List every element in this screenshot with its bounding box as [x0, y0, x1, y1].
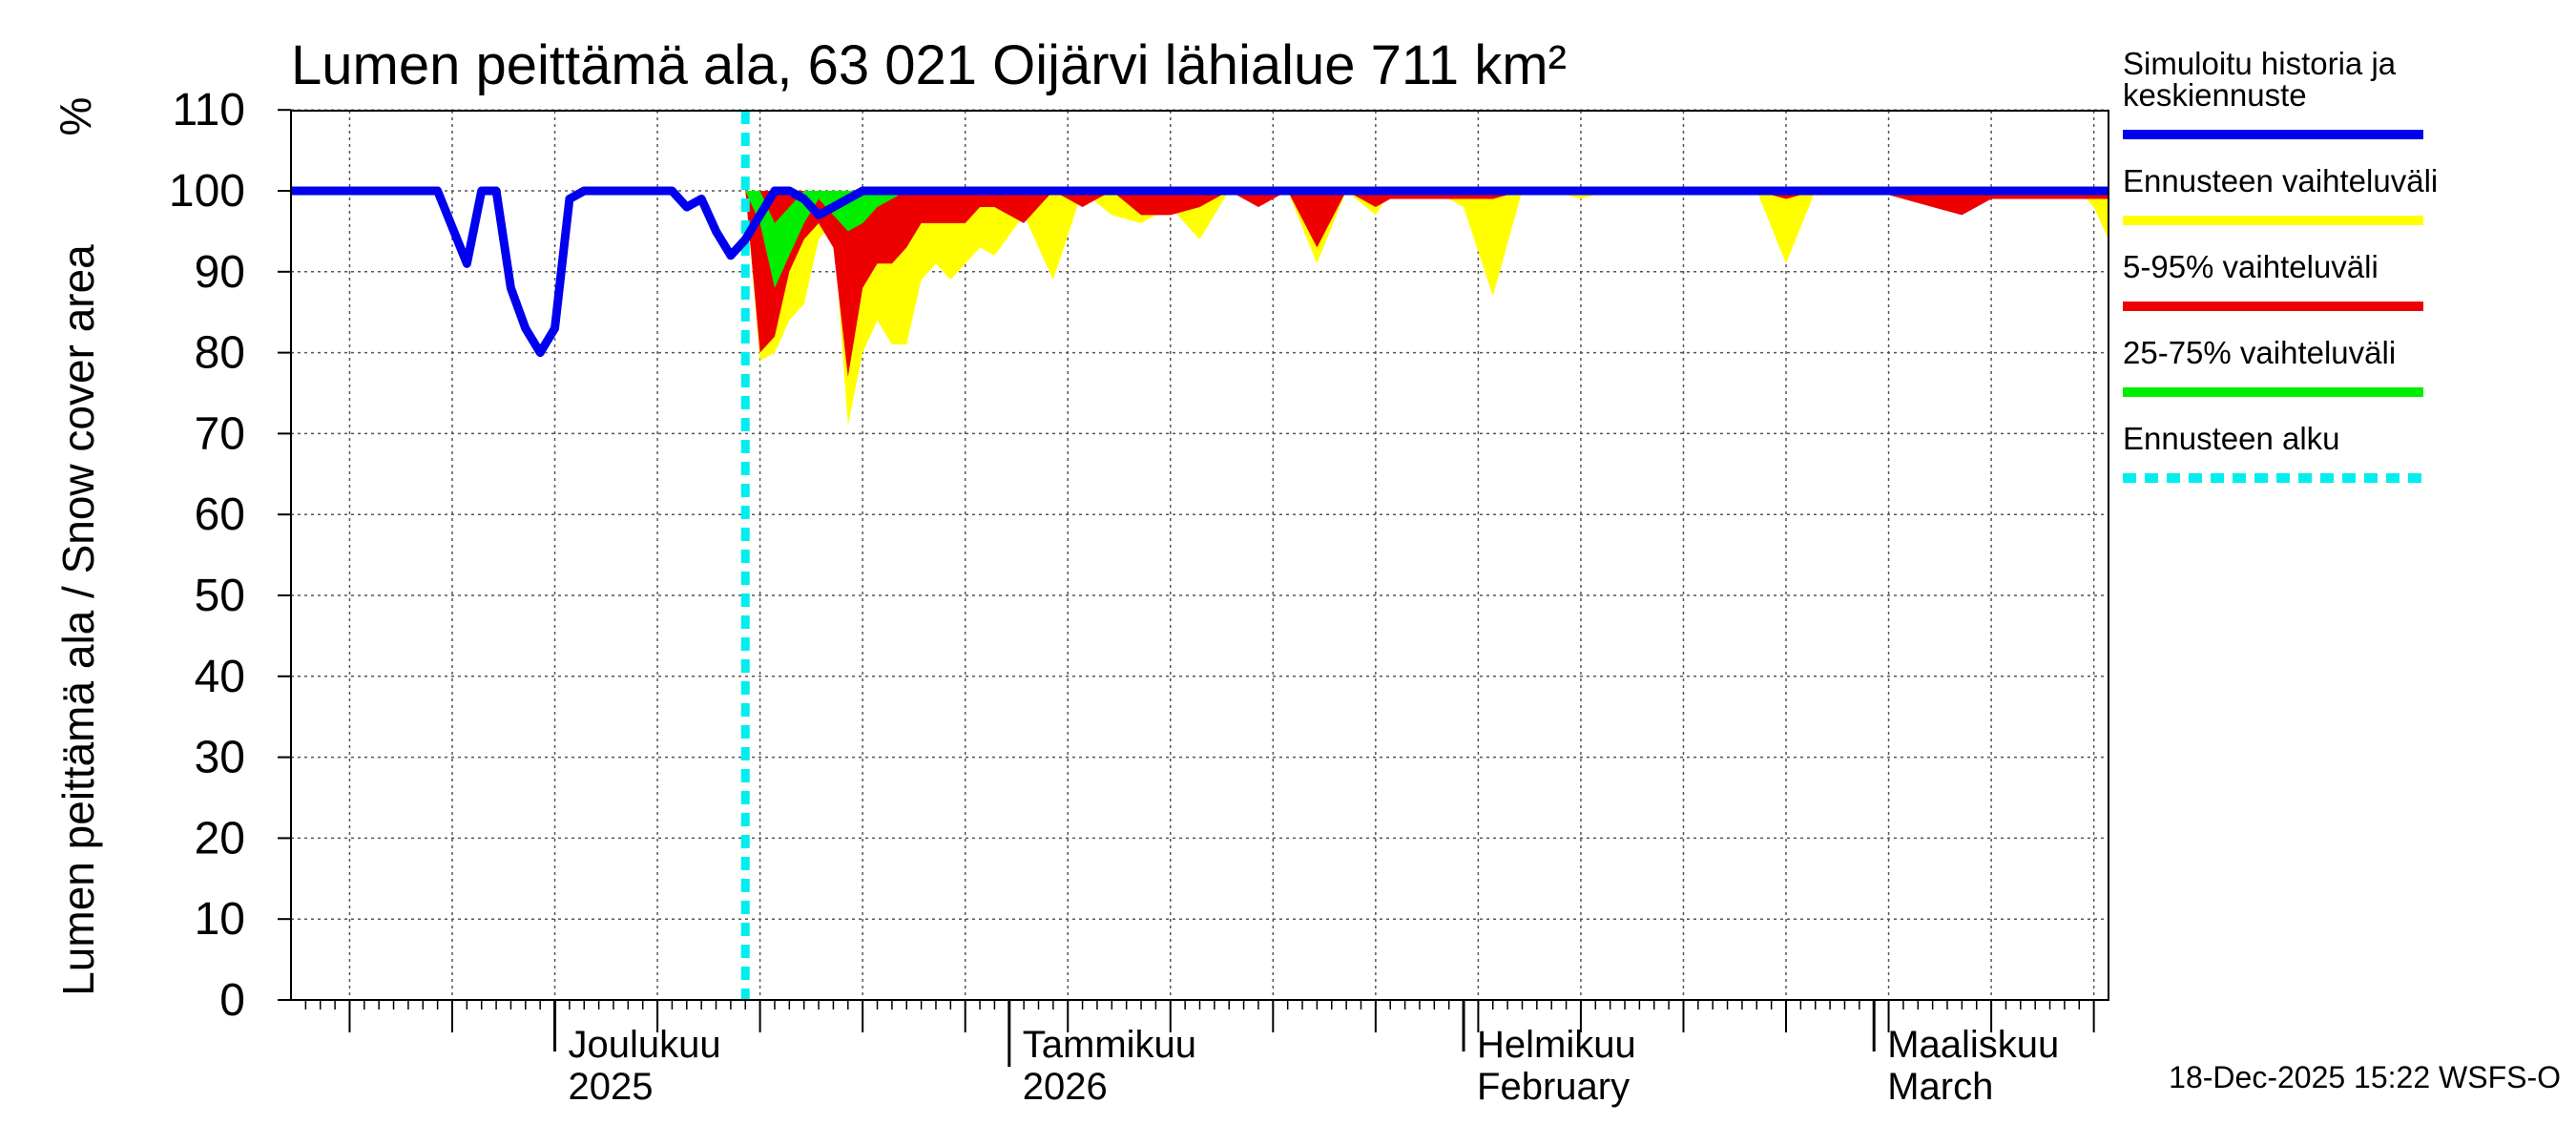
legend-label-0: keskiennuste	[2123, 77, 2307, 113]
tick-label-y-100: 100	[169, 166, 245, 217]
tick-label-y-90: 90	[195, 247, 245, 298]
tick-label-y-50: 50	[195, 571, 245, 621]
legend-label-2: 5-95% vaihteluväli	[2123, 249, 2379, 284]
tick-label-y-30: 30	[195, 733, 245, 783]
tick-label-y-110: 110	[172, 85, 245, 135]
timestamp: 18-Dec-2025 15:22 WSFS-O	[2169, 1060, 2561, 1094]
series-lines	[291, 111, 2109, 1000]
month-sublabel-1: 2026	[1023, 1066, 1108, 1108]
tick-label-y-0: 0	[219, 975, 245, 1026]
band-5-95	[745, 191, 2109, 377]
plot-frame	[290, 110, 2109, 1001]
month-sublabel-3: March	[1887, 1066, 1993, 1108]
band-ennusteen-vaihteluvali	[745, 191, 2109, 426]
y-axis-unit: %	[51, 97, 100, 136]
tick-label-y-40: 40	[195, 652, 245, 702]
legend-label-3: 25-75% vaihteluväli	[2123, 335, 2396, 370]
month-sublabel-2: February	[1477, 1066, 1630, 1108]
month-label-3: Maaliskuu	[1887, 1024, 2059, 1066]
grid	[291, 109, 2109, 1000]
month-label-2: Helmikuu	[1477, 1024, 1636, 1066]
tick-label-y-10: 10	[195, 894, 245, 945]
tick-label-y-20: 20	[195, 813, 245, 864]
band-25-75	[745, 191, 922, 288]
month-label-1: Tammikuu	[1023, 1024, 1196, 1066]
legend-label-4: Ennusteen alku	[2123, 421, 2340, 456]
chart-title: Lumen peittämä ala, 63 021 Oijärvi lähia…	[291, 34, 1567, 96]
tick-label-y-60: 60	[195, 489, 245, 540]
legend-label-0: Simuloitu historia ja	[2123, 46, 2397, 81]
forecast-bands	[745, 191, 2109, 426]
legend-label-1: Ennusteen vaihteluväli	[2123, 163, 2438, 198]
tick-label-y-80: 80	[195, 328, 245, 379]
month-label-0: Joulukuu	[569, 1024, 721, 1066]
y-axis-label: Lumen peittämä ala / Snow cover area	[53, 244, 103, 996]
month-sublabel-0: 2025	[569, 1066, 654, 1108]
series-line-median	[291, 186, 2109, 358]
tick-label-y-70: 70	[195, 408, 245, 459]
